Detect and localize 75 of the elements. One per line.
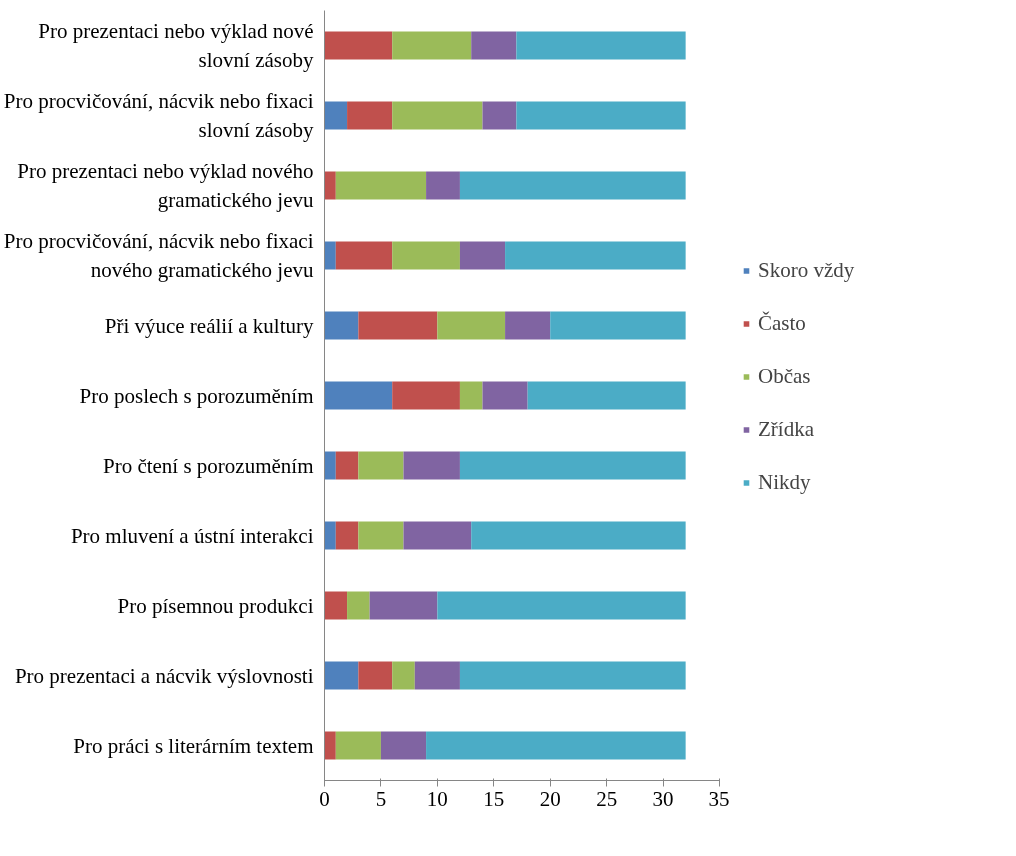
bar — [369, 591, 438, 620]
bar — [392, 381, 460, 410]
y-tick-label: Pro čtení s porozuměním — [102, 453, 314, 478]
bar — [324, 171, 336, 200]
bar — [335, 521, 359, 550]
bar — [459, 171, 686, 200]
x-tick-label: 15 — [483, 786, 505, 811]
y-tick-label: Při výuce reálií a kultury — [104, 313, 314, 338]
bar — [392, 101, 483, 130]
bar — [324, 101, 348, 130]
bar — [335, 241, 393, 270]
bar — [459, 381, 483, 410]
bar — [324, 661, 359, 690]
legend-label: Skoro vždy — [758, 257, 855, 283]
bar — [335, 731, 381, 760]
bar — [358, 451, 404, 480]
y-tick-label: Pro práci s literárním textem — [73, 733, 314, 758]
x-tick-label: 35 — [708, 786, 730, 811]
bar — [550, 311, 686, 340]
bar — [324, 451, 336, 480]
bar — [471, 31, 517, 60]
bar — [392, 241, 460, 270]
bar — [324, 731, 336, 760]
y-tick-label: Pro procvičování, nácvik nebo fixaci nového gramatického jevu — [3, 229, 314, 282]
bar — [426, 171, 460, 200]
bar — [324, 591, 348, 620]
bar — [358, 661, 393, 690]
bar — [324, 241, 336, 270]
x-tick-label: 0 — [319, 786, 330, 811]
x-tick-label: 30 — [652, 786, 674, 811]
bar — [459, 661, 686, 690]
y-tick-label: Pro prezentaci nebo výklad nového gramatického jevu — [17, 159, 314, 212]
bar — [426, 731, 686, 760]
y-tick-label: Pro poslech s porozuměním — [79, 383, 314, 408]
bar — [324, 311, 359, 340]
bar — [347, 101, 393, 130]
bar — [505, 311, 551, 340]
bar — [459, 451, 686, 480]
bar — [347, 591, 370, 620]
bar — [437, 311, 506, 340]
bar — [471, 521, 686, 550]
bar — [482, 381, 528, 410]
y-tick-label: Pro prezentaci a nácvik výslovnosti — [14, 663, 314, 688]
bar — [324, 381, 393, 410]
bar — [459, 241, 506, 270]
legend-label: Často — [758, 310, 806, 336]
x-tick-label: 20 — [539, 786, 561, 811]
y-tick-label: Pro mluvení a ústní interakci — [70, 523, 314, 548]
y-tick-label: Pro písemnou produkci — [117, 593, 314, 618]
bar — [516, 31, 686, 60]
legend-label: Zřídka — [758, 416, 814, 442]
bar — [437, 591, 686, 620]
bar — [403, 451, 460, 480]
x-tick-label: 25 — [596, 786, 618, 811]
legend-label: Nikdy — [758, 469, 811, 495]
bar — [516, 101, 686, 130]
legend-label: Občas — [758, 363, 811, 389]
bar — [324, 31, 393, 60]
y-tick-label: Pro prezentaci nebo výklad nové slovní zásoby — [38, 19, 314, 72]
y-tick-label: Pro procvičování, nácvik nebo fixaci slovní zásoby — [3, 89, 314, 142]
bar — [335, 451, 359, 480]
bar — [358, 311, 438, 340]
bar — [403, 521, 472, 550]
bar — [482, 101, 517, 130]
bar — [380, 731, 427, 760]
bar — [358, 521, 404, 550]
x-tick-label: 5 — [375, 786, 387, 811]
bar — [392, 31, 472, 60]
bar — [527, 381, 686, 410]
bar — [335, 171, 427, 200]
bar — [414, 661, 460, 690]
bar — [324, 521, 336, 550]
bar — [505, 241, 686, 270]
bar — [392, 661, 415, 690]
x-tick-label: 10 — [426, 786, 448, 811]
